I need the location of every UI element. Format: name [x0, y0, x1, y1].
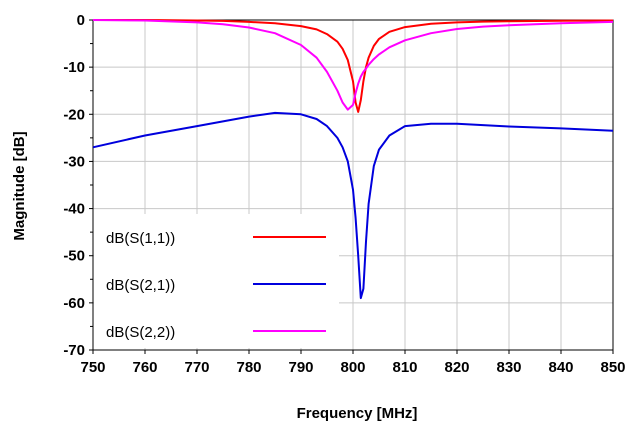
x-tick-label: 760 [132, 359, 157, 376]
x-tick-label: 800 [340, 359, 365, 376]
x-axis-title: Frequency [MHz] [297, 405, 418, 422]
x-tick-label: 770 [184, 359, 209, 376]
y-tick-label: -10 [63, 59, 85, 76]
legend-label-1: dB(S(1,1)) [106, 230, 175, 247]
axes: 750 760 770 780 790 800 810 820 830 840 850 0 -10 -20… [63, 12, 625, 376]
legend-label-2: dB(S(2,1)) [106, 277, 175, 294]
legend: dB(S(1,1)) dB(S(2,1)) dB(S(2,2)) [94, 214, 339, 348]
x-tick-label: 780 [236, 359, 261, 376]
series-line-1 [93, 19, 614, 113]
x-tick-label: 750 [80, 359, 105, 376]
y-tick-label: -20 [63, 106, 85, 123]
series-line-3 [92, 19, 614, 111]
y-axis-title: Magnitude [dB] [11, 131, 28, 240]
y-tick-label: -60 [63, 295, 85, 312]
series-line-2 [92, 111, 614, 300]
x-tick-label: 840 [548, 359, 573, 376]
y-tick-label: -50 [63, 248, 85, 265]
x-tick-label: 830 [496, 359, 521, 376]
x-tick-label: 850 [600, 359, 625, 376]
y-tick-label: 0 [77, 12, 85, 29]
y-tick-label: -70 [63, 342, 85, 359]
y-tick-label: -30 [63, 153, 85, 170]
legend-label-3: dB(S(2,2)) [106, 324, 175, 341]
series-group [92, 19, 614, 300]
x-tick-label: 810 [392, 359, 417, 376]
x-tick-label: 790 [288, 359, 313, 376]
x-tick-label: 820 [444, 359, 469, 376]
y-tick-label: -40 [63, 201, 85, 218]
plot-frame [92, 19, 614, 351]
